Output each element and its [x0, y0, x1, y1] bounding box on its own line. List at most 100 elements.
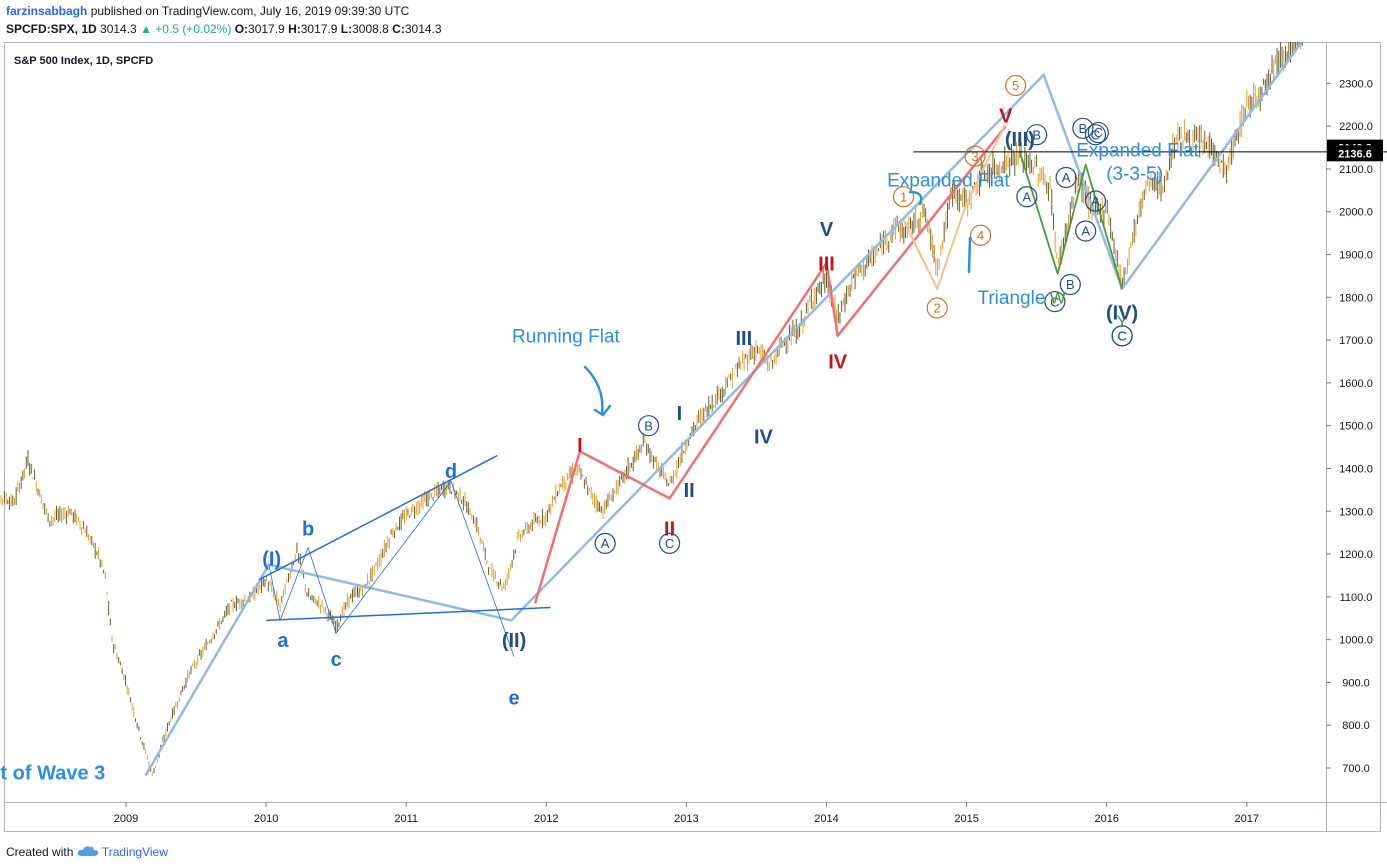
y-tick-label: 1600.0: [1339, 378, 1373, 390]
wave-label-circle: [1016, 186, 1038, 208]
close-value: 3014.3: [404, 22, 442, 36]
wave-label-circle: [658, 532, 681, 554]
wave-label-circle: [594, 532, 616, 554]
high-label: H:: [288, 22, 301, 36]
wave-label-circled: C: [665, 536, 674, 551]
wave-label: III: [736, 328, 753, 350]
y-tick-label: 800.0: [1342, 720, 1370, 732]
wave-label: (III): [1005, 129, 1035, 151]
y-tick-label: 2000.0: [1339, 207, 1373, 219]
y-tick-label: 1300.0: [1339, 506, 1373, 518]
published-text: published on TradingView.com, July 16, 2…: [90, 4, 410, 18]
price-chart[interactable]: S&P 500 Index, 1D, SPCFD 700.0 800.0 900.0…: [0, 42, 1387, 832]
wave-label-circle: [1059, 273, 1081, 296]
wave-label-circle: [1005, 74, 1027, 97]
wave-label-circled: C: [1091, 127, 1100, 142]
wave-label: IV: [828, 352, 848, 374]
x-tick-label: 2012: [534, 813, 558, 825]
wave-label-circle: [1072, 117, 1094, 139]
main-impulse-line: [144, 42, 1304, 776]
wave-label: (II): [502, 630, 526, 652]
x-axis: 2009 2010 2011 2012 2013 2014 2015 2016 2017: [114, 802, 1259, 825]
last-price: 3014.3: [100, 22, 137, 36]
low-value: 3008.8: [352, 22, 389, 36]
wave-label: (I): [262, 549, 281, 571]
y-tick-label: 2100.0: [1339, 164, 1373, 176]
x-tick-label: 2015: [954, 813, 978, 825]
wave-label: b: [302, 519, 314, 541]
wave-label: Triangle: [977, 288, 1045, 309]
wave-label-circled: A: [1081, 224, 1090, 239]
price-markers: 2149.82136.6: [913, 139, 1387, 162]
wave-label: I: [577, 435, 583, 457]
price-marker-box: [1327, 145, 1383, 162]
footer: Created with TradingView: [6, 845, 168, 860]
low-label: L:: [340, 22, 353, 36]
wave-label-circled: A: [1023, 189, 1032, 204]
triangle-arrow: [967, 236, 972, 274]
wave-label-circled: 3: [971, 149, 978, 164]
y-tick-label: 2200.0: [1339, 121, 1373, 133]
wave-label-circle: [1026, 124, 1048, 146]
wave-label-circled: B: [1079, 121, 1088, 136]
tradingview-cloud-icon: [77, 845, 99, 860]
x-tick-label: 2013: [674, 813, 698, 825]
wave-label-circled: B: [1032, 127, 1041, 142]
tradingview-brand[interactable]: TradingView: [101, 844, 168, 859]
wave-label: II: [664, 519, 675, 541]
wave-label-circle: [926, 297, 948, 319]
wave-label-circle: [970, 224, 992, 246]
wave-label: (3-3-5): [1106, 164, 1163, 185]
wave-label-circled: 2: [934, 301, 941, 316]
wave-label: III: [818, 253, 835, 275]
wave-label-circle: [1111, 325, 1133, 347]
wave-label: V: [820, 219, 834, 241]
publish-info: farzinsabbagh published on TradingView.c…: [6, 4, 409, 18]
triangle-wave-path: [268, 480, 515, 657]
x-tick-label: 2014: [814, 813, 838, 825]
y-tick-label: 1800.0: [1339, 292, 1373, 304]
wave-label: II: [684, 480, 695, 502]
y-tick-label: 2300.0: [1339, 78, 1373, 90]
expanded-flat-arrow: [908, 190, 923, 206]
red-impulse-line: [533, 125, 1007, 604]
x-tick-label: 2011: [394, 813, 418, 825]
wave-label-circled: 4: [977, 228, 984, 243]
wave-label-circle: [892, 186, 915, 208]
wave-label-circle: [1044, 290, 1066, 313]
y-tick-label: 1700.0: [1339, 335, 1373, 347]
chart-title: S&P 500 Index, 1D, SPCFD: [14, 55, 153, 67]
wave-label: Expanded Flat: [1076, 141, 1199, 162]
y-tick-label: 900.0: [1342, 677, 1370, 689]
y-axis: 700.0 800.0 900.0 1000.0 1100.0 1200.0 1300.0 1…: [1326, 78, 1373, 775]
price-marker-label: 2136.6: [1338, 148, 1372, 160]
wave-label-circled: 5: [1012, 78, 1019, 93]
author-link[interactable]: farzinsabbagh: [6, 4, 88, 18]
y-tick-label: 1900.0: [1339, 250, 1373, 262]
close-label: C:: [392, 22, 405, 36]
orange-impulse-line: [902, 125, 1006, 290]
wave-label-circle: [1087, 121, 1109, 144]
x-tick-label: 2009: [114, 813, 138, 825]
wave-label: V: [999, 106, 1013, 128]
y-tick-label: 1500.0: [1339, 421, 1373, 433]
price-change: ▲ +0.5 (+0.02%): [140, 22, 232, 36]
green-correction-line: [1018, 151, 1123, 290]
triangle-lower-trendline: [266, 606, 551, 622]
high-value: 3017.9: [300, 22, 338, 36]
wave-label-circle: [1084, 124, 1107, 146]
open-value: 3017.9: [248, 22, 285, 36]
wave-label-circled: 1: [900, 189, 907, 204]
wave-label-circled: A: [1062, 170, 1071, 185]
wave-label-circled: C: [1094, 125, 1103, 140]
wave-label: c: [331, 649, 342, 671]
running-flat-arrowhead: [593, 404, 612, 417]
y-tick-label: 700.0: [1342, 763, 1370, 775]
wave-label: d: [445, 461, 457, 483]
y-tick-label: 1000.0: [1339, 635, 1373, 647]
y-tick-label: 1200.0: [1339, 549, 1373, 561]
wave-label: a: [277, 630, 289, 652]
running-flat-arrow: [583, 365, 604, 416]
wave-label-circled: C: [1117, 329, 1126, 344]
wave-label: Y: [1116, 312, 1127, 331]
